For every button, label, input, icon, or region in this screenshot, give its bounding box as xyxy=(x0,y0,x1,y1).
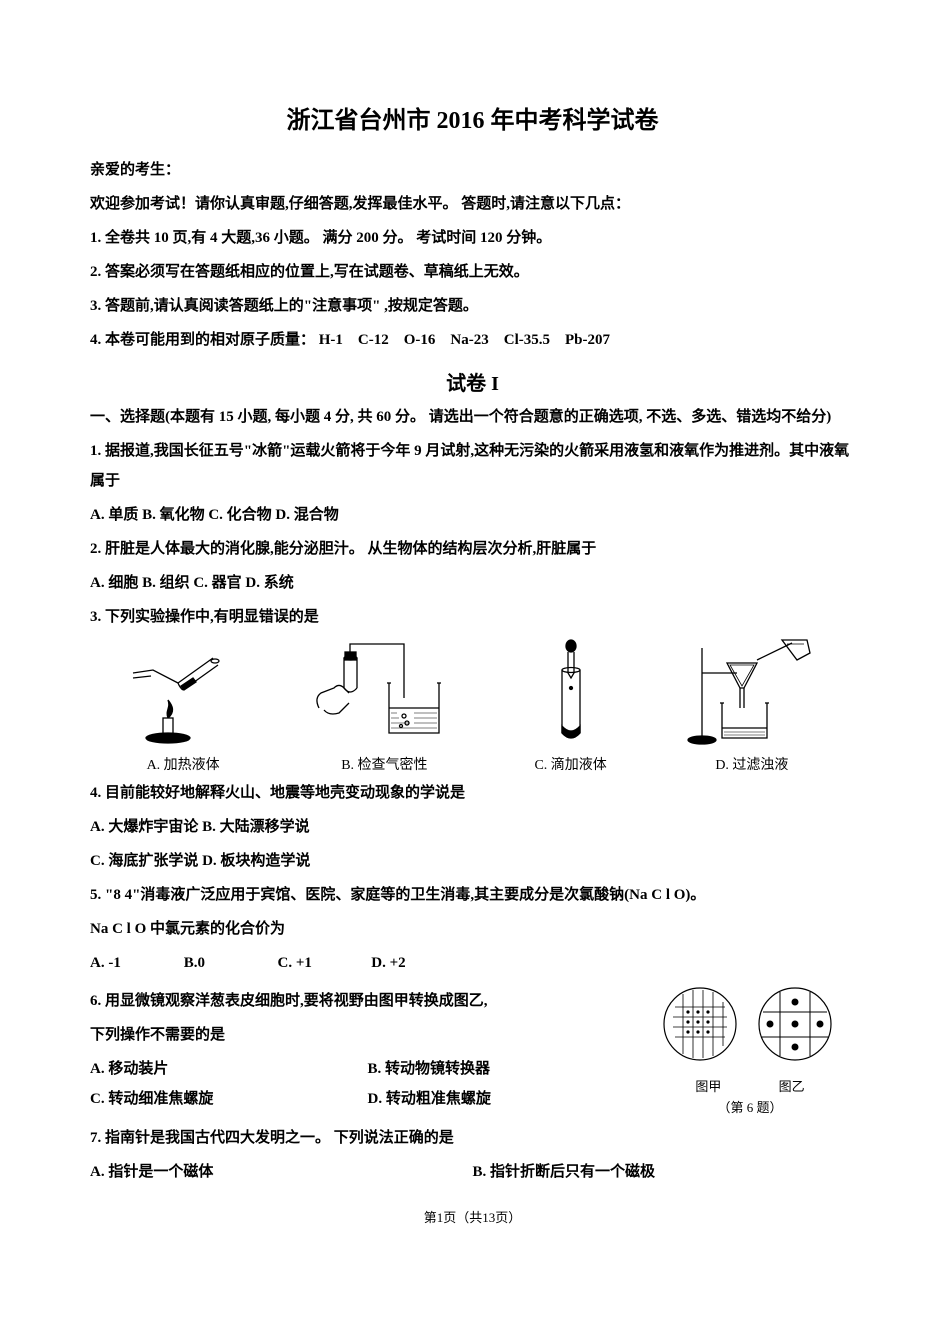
q6-block: 6. 用显微镜观察洋葱表皮细胞时,要将视野由图甲转换成图乙, 下列操作不需要的是… xyxy=(90,982,855,1119)
q2-options: A. 细胞 B. 组织 C. 器官 D. 系统 xyxy=(90,568,855,598)
q5-b: B.0 xyxy=(184,948,254,978)
page-footer: 第1页（共13页） xyxy=(90,1207,855,1226)
q5-text-1: 5. "8 4"消毒液广泛应用于宾馆、医院、家庭等的卫生消毒,其主要成分是次氯酸… xyxy=(90,880,855,910)
q5-text-2: Na C l O 中氯元素的化合价为 xyxy=(90,914,855,944)
note-2: 2. 答案必须写在答题纸相应的位置上,写在试题卷、草稿纸上无效。 xyxy=(90,257,855,287)
note-1: 1. 全卷共 10 页,有 4 大题,36 小题。 满分 200 分。 考试时间… xyxy=(90,223,855,253)
exam-title: 浙江省台州市 2016 年中考科学试卷 xyxy=(90,100,855,135)
q3-diagram-c: C. 滴加液体 xyxy=(526,638,616,774)
q4-text: 4. 目前能较好地解释火山、地震等地壳变动现象的学说是 xyxy=(90,778,855,808)
q3-diagram-d: D. 过滤浊液 xyxy=(682,638,822,774)
part1-instructions: 一、选择题(本题有 15 小题, 每小题 4 分, 共 60 分。 请选出一个符… xyxy=(90,402,855,432)
q3-label-d: D. 过滤浊液 xyxy=(715,754,788,774)
q7-a: A. 指针是一个磁体 xyxy=(90,1157,473,1187)
note-4: 4. 本卷可能用到的相对原子质量： H-1 C-12 O-16 Na-23 Cl… xyxy=(90,325,855,355)
dropper-icon xyxy=(526,638,616,748)
page: 浙江省台州市 2016 年中考科学试卷 亲爱的考生： 欢迎参加考试！请你认真审题… xyxy=(0,0,945,1337)
q6-text-1: 6. 用显微镜观察洋葱表皮细胞时,要将视野由图甲转换成图乙, xyxy=(90,986,645,1016)
q7-b: B. 指针折断后只有一个磁极 xyxy=(473,1157,856,1187)
q1-options: A. 单质 B. 氧化物 C. 化合物 D. 混合物 xyxy=(90,500,855,530)
q5-c: C. +1 xyxy=(278,948,348,978)
q3-label-c: C. 滴加液体 xyxy=(534,754,606,774)
intro-line: 欢迎参加考试！请你认真审题,仔细答题,发挥最佳水平。 答题时,请注意以下几点： xyxy=(90,189,855,219)
q1-text: 1. 据报道,我国长征五号"冰箭"运载火箭将于今年 9 月试射,这种无污染的火箭… xyxy=(90,436,855,496)
heating-liquid-icon xyxy=(123,638,243,748)
q3-diagram-b: B. 检查气密性 xyxy=(309,638,459,774)
filtration-icon xyxy=(682,638,822,748)
q6-fig-caption: （第 6 题） xyxy=(645,1098,855,1119)
q3-diagrams: A. 加热液体 xyxy=(90,638,855,774)
q6-fig-b-label: 图乙 xyxy=(752,1077,832,1098)
q3-label-b: B. 检查气密性 xyxy=(341,754,427,774)
q3-label-a: A. 加热液体 xyxy=(147,754,220,774)
q4-options-2: C. 海底扩张学说 D. 板块构造学说 xyxy=(90,846,855,876)
q6-text-2: 下列操作不需要的是 xyxy=(90,1020,645,1050)
q5-options: A. -1 B.0 C. +1 D. +2 xyxy=(90,948,855,978)
q4-options-1: A. 大爆炸宇宙论 B. 大陆漂移学说 xyxy=(90,812,855,842)
q3-text: 3. 下列实验操作中,有明显错误的是 xyxy=(90,602,855,632)
q6-d: D. 转动粗准焦螺旋 xyxy=(368,1084,646,1114)
note-3: 3. 答题前,请认真阅读答题纸上的"注意事项" ,按规定答题。 xyxy=(90,291,855,321)
q6-c: C. 转动细准焦螺旋 xyxy=(90,1084,368,1114)
q6-a: A. 移动装片 xyxy=(90,1054,368,1084)
q5-d: D. +2 xyxy=(371,948,441,978)
section-header: 试卷 I xyxy=(90,367,855,396)
q6-b: B. 转动物镜转换器 xyxy=(368,1054,646,1084)
air-tightness-icon xyxy=(309,638,459,748)
q7-text: 7. 指南针是我国古代四大发明之一。 下列说法正确的是 xyxy=(90,1123,855,1153)
q5-a: A. -1 xyxy=(90,948,160,978)
q6-fig-a-label: 图甲 xyxy=(668,1077,748,1098)
q6-figure: 图甲 图乙 （第 6 题） xyxy=(645,982,855,1119)
q2-text: 2. 肝脏是人体最大的消化腺,能分泌胆汁。 从生物体的结构层次分析,肝脏属于 xyxy=(90,534,855,564)
microscope-cells-icon xyxy=(655,982,845,1072)
greeting: 亲爱的考生： xyxy=(90,155,855,185)
q3-diagram-a: A. 加热液体 xyxy=(123,638,243,774)
